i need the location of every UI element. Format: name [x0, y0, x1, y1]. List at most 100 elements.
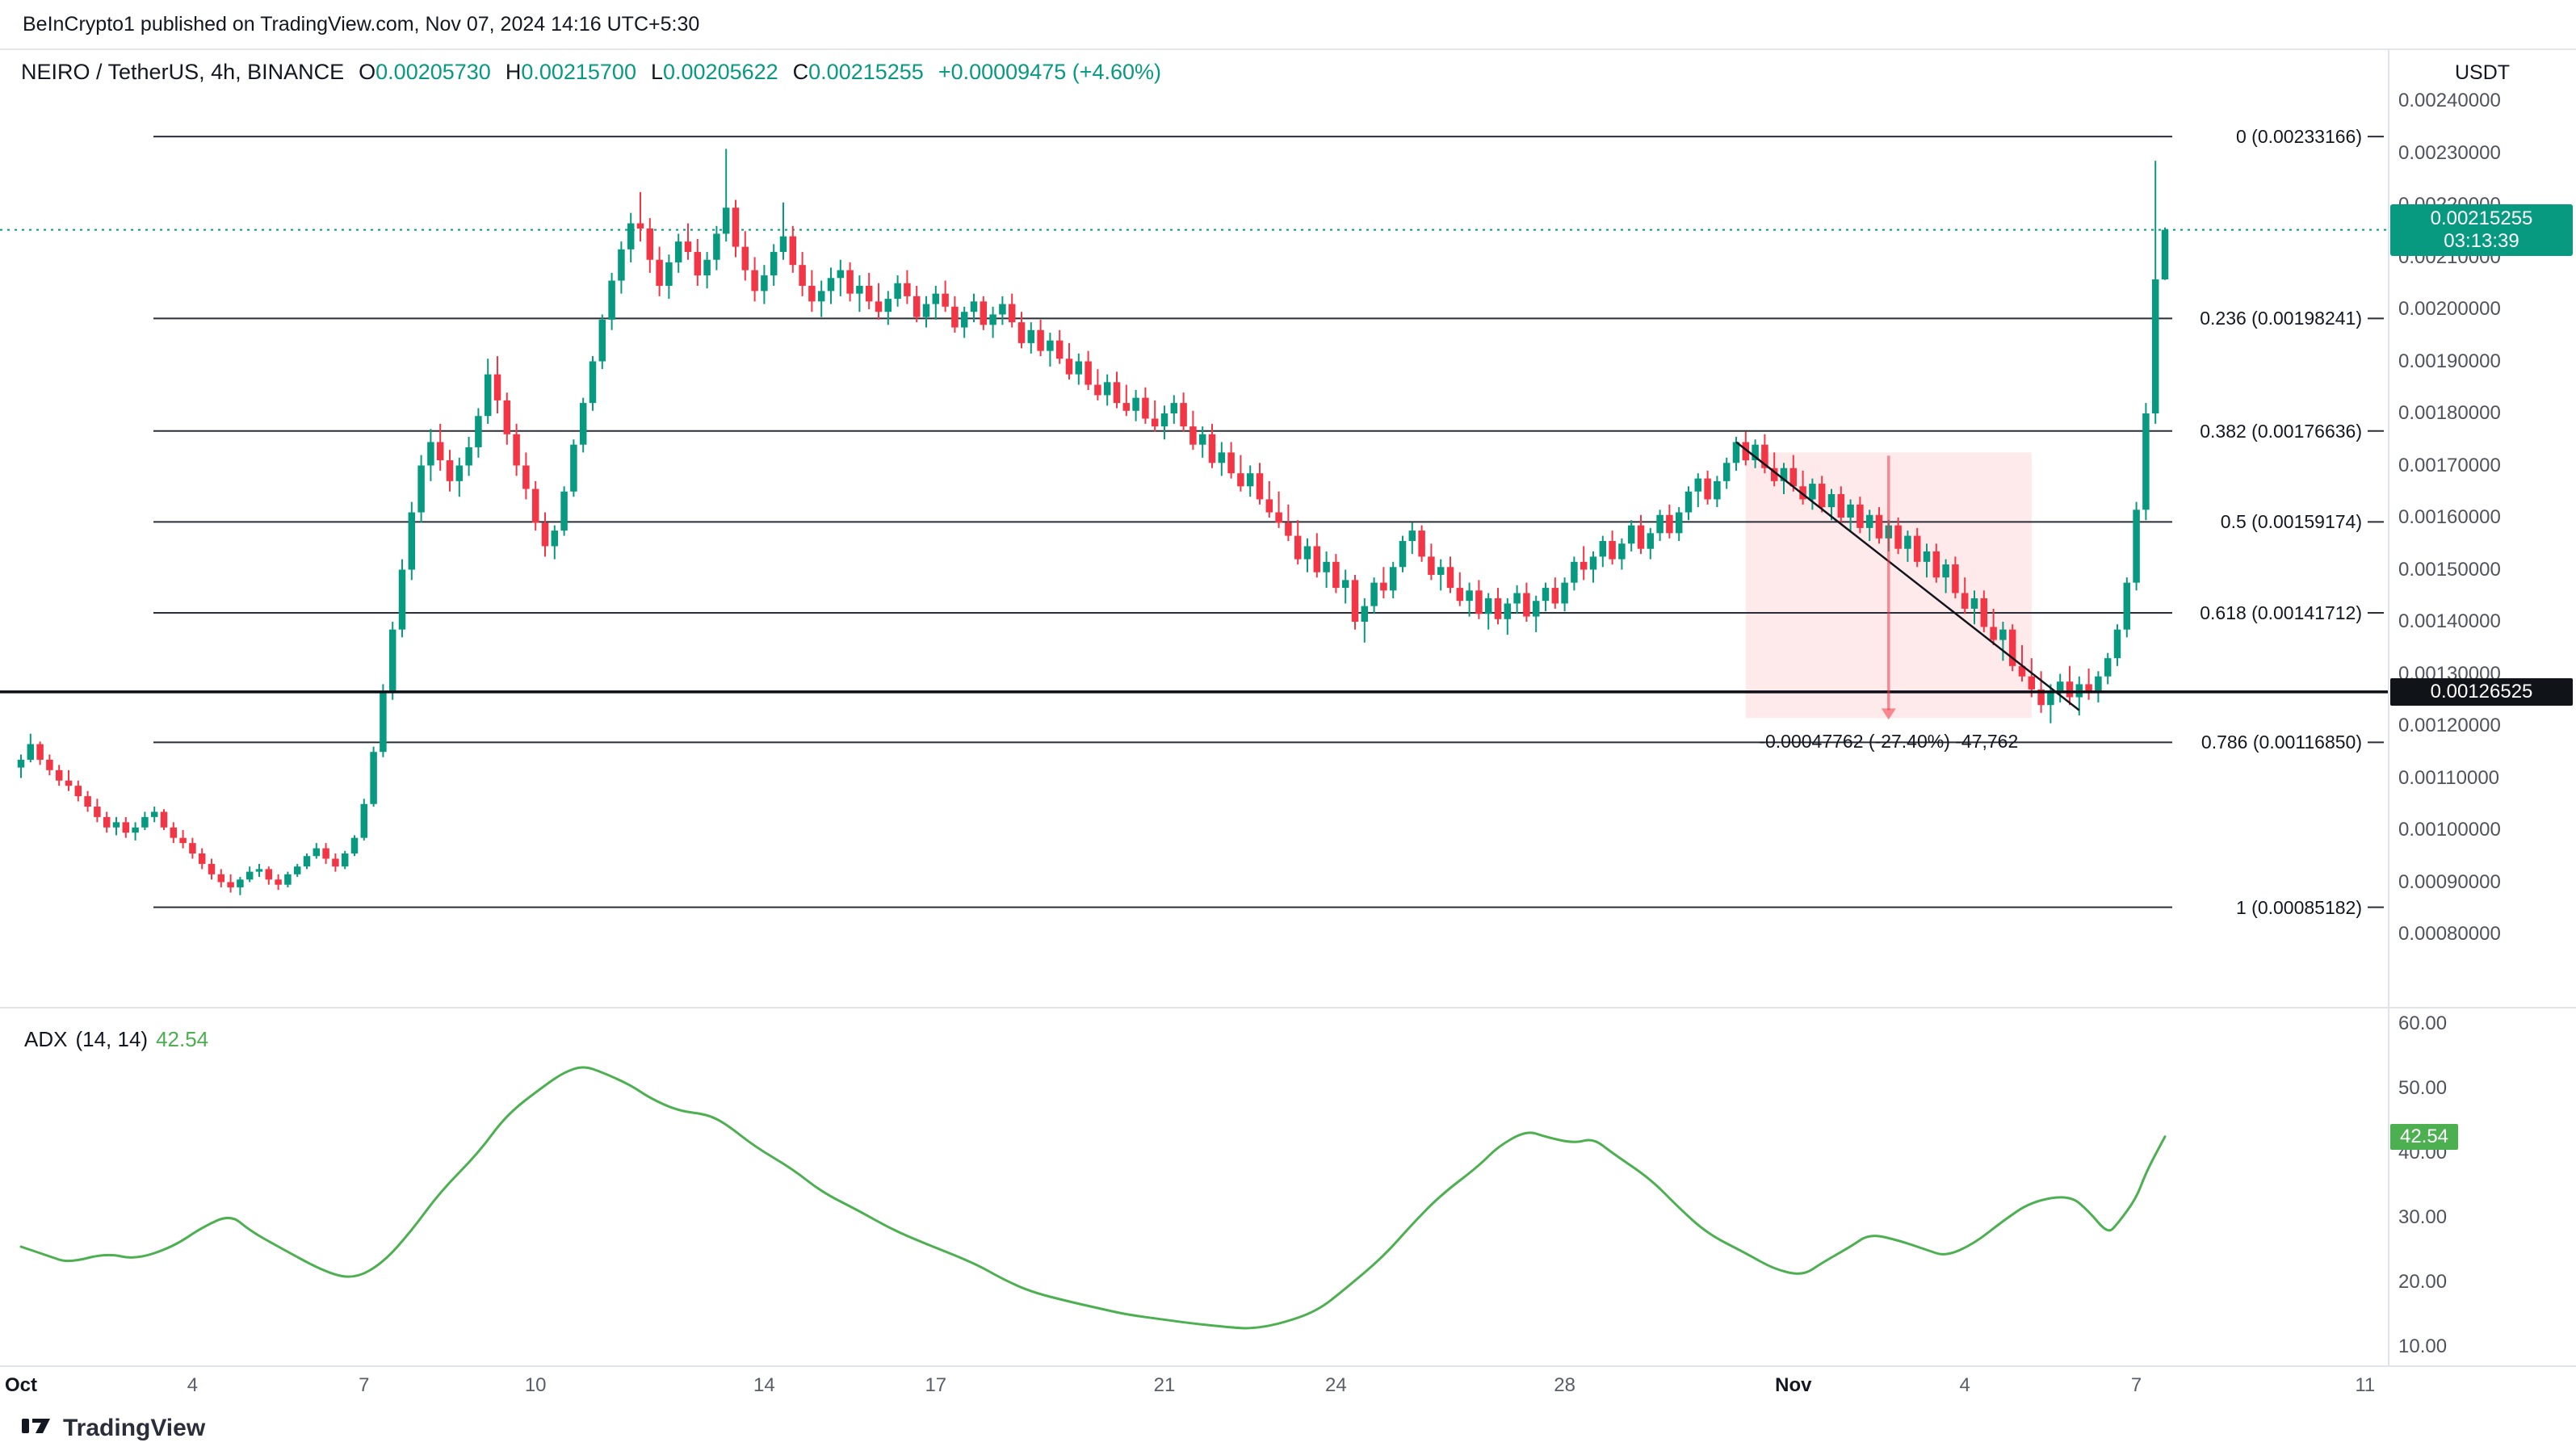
time-axis-label[interactable]: 7 [2130, 1374, 2142, 1396]
candle-body [1408, 530, 1416, 542]
candle-body [245, 871, 254, 880]
candle-body [1580, 561, 1588, 570]
candle-body [779, 236, 787, 253]
candle-body [1609, 541, 1616, 560]
candle-body [1932, 551, 1940, 578]
candle-countdown: 03:13:39 [2444, 229, 2519, 252]
candle-body [2142, 413, 2150, 510]
candle-body [694, 252, 702, 276]
tradingview-wordmark[interactable]: TradingView [63, 1414, 206, 1441]
time-axis-label[interactable]: 4 [1959, 1374, 1970, 1396]
candle-body [636, 223, 644, 229]
tradingview-logo-icon[interactable] [21, 1413, 53, 1443]
candle-body [388, 629, 396, 693]
candle-body [465, 447, 472, 466]
candle-body [1551, 588, 1559, 604]
candle-body [913, 296, 921, 317]
candle-body [189, 843, 196, 854]
candle-body [513, 434, 520, 466]
indicator-name: ADX [24, 1027, 68, 1051]
candle-body [1571, 561, 1578, 583]
time-axis-label[interactable]: 28 [1554, 1374, 1575, 1396]
candle-body [741, 246, 749, 270]
candle-body [551, 530, 559, 547]
symbol-info-bar[interactable]: NEIRO / TetherUS, 4h, BINANCE O 0.0020573… [21, 60, 1161, 85]
candle-body [1456, 588, 1464, 602]
candle-body [1809, 484, 1816, 500]
candle-body [2113, 629, 2121, 659]
candle-body [1504, 603, 1512, 619]
candle-body [1085, 361, 1092, 385]
price-axis-label: 0.00170000 [2398, 454, 2501, 476]
indicator-axis-label: 10.00 [2398, 1335, 2448, 1357]
candle-body [112, 822, 120, 828]
trend-line [1735, 441, 2080, 711]
candle-body [1599, 541, 1607, 557]
candle-body [2056, 681, 2064, 693]
candle-body [684, 241, 692, 253]
candle-body [1160, 413, 1168, 427]
candle-body [522, 465, 530, 489]
candle-body [1675, 512, 1683, 534]
candle-body [436, 442, 444, 461]
candle-body [2066, 681, 2074, 698]
candle-body [427, 442, 434, 466]
adx-value-badge: 42.54 [2390, 1123, 2458, 1150]
candle-body [475, 416, 482, 447]
candle-body [1952, 564, 1959, 593]
candle-body [1742, 442, 1750, 461]
candle-body [27, 744, 35, 760]
candle-body [656, 259, 663, 286]
candle-body [1475, 590, 1483, 614]
candle-body [1637, 525, 1645, 549]
candle-body [446, 460, 454, 481]
candle-body [1332, 561, 1340, 589]
candle-body [951, 306, 959, 328]
candle-body [141, 816, 149, 828]
candle-body [1666, 514, 1673, 534]
symbol-title: NEIRO / TetherUS, 4h, BINANCE [21, 60, 345, 84]
time-axis-label[interactable]: 24 [1325, 1374, 1347, 1396]
candle-body [1847, 504, 1854, 518]
time-axis-label[interactable]: Oct [4, 1374, 38, 1396]
candle-body [808, 285, 816, 302]
price-axis-currency[interactable]: USDT [2454, 61, 2511, 84]
candle-body [1303, 546, 1311, 560]
candle-body [408, 512, 416, 570]
candle-body [1818, 484, 1826, 508]
time-axis-label[interactable]: Nov [1775, 1374, 1812, 1396]
time-axis-label[interactable]: 17 [925, 1374, 947, 1396]
candle-body [2085, 684, 2092, 693]
time-axis-label[interactable]: 7 [359, 1374, 370, 1396]
candle-body [284, 874, 292, 885]
candle-body [1389, 567, 1397, 591]
candle-body [1370, 582, 1378, 606]
candle-body [674, 241, 682, 262]
time-axis-label[interactable]: 21 [1153, 1374, 1176, 1396]
candle-body [1341, 580, 1349, 589]
candle-body [1627, 525, 1635, 544]
candle-body [761, 275, 768, 291]
candle-body [122, 822, 130, 833]
candle-body [1313, 546, 1321, 572]
time-axis-label[interactable]: 14 [753, 1374, 775, 1396]
candle-body [2161, 229, 2169, 280]
candle-body [2037, 689, 2045, 706]
candle-body [789, 236, 797, 266]
candle-body [1904, 535, 1911, 549]
indicator-legend[interactable]: ADX (14, 14) 42.54 [24, 1027, 208, 1052]
candle-body [150, 811, 158, 817]
candle-body [265, 869, 273, 880]
time-axis-label[interactable]: 10 [524, 1374, 547, 1396]
candle-body [46, 759, 53, 770]
candle-body [980, 301, 988, 325]
candle-body [503, 400, 511, 434]
candle-body [417, 465, 425, 513]
time-axis-label[interactable]: 11 [2355, 1374, 2376, 1396]
time-axis-label[interactable]: 4 [187, 1374, 199, 1396]
candle-body [1103, 382, 1111, 396]
candle-body [665, 262, 673, 286]
candle-body [1770, 468, 1778, 481]
candle-body [884, 299, 892, 312]
